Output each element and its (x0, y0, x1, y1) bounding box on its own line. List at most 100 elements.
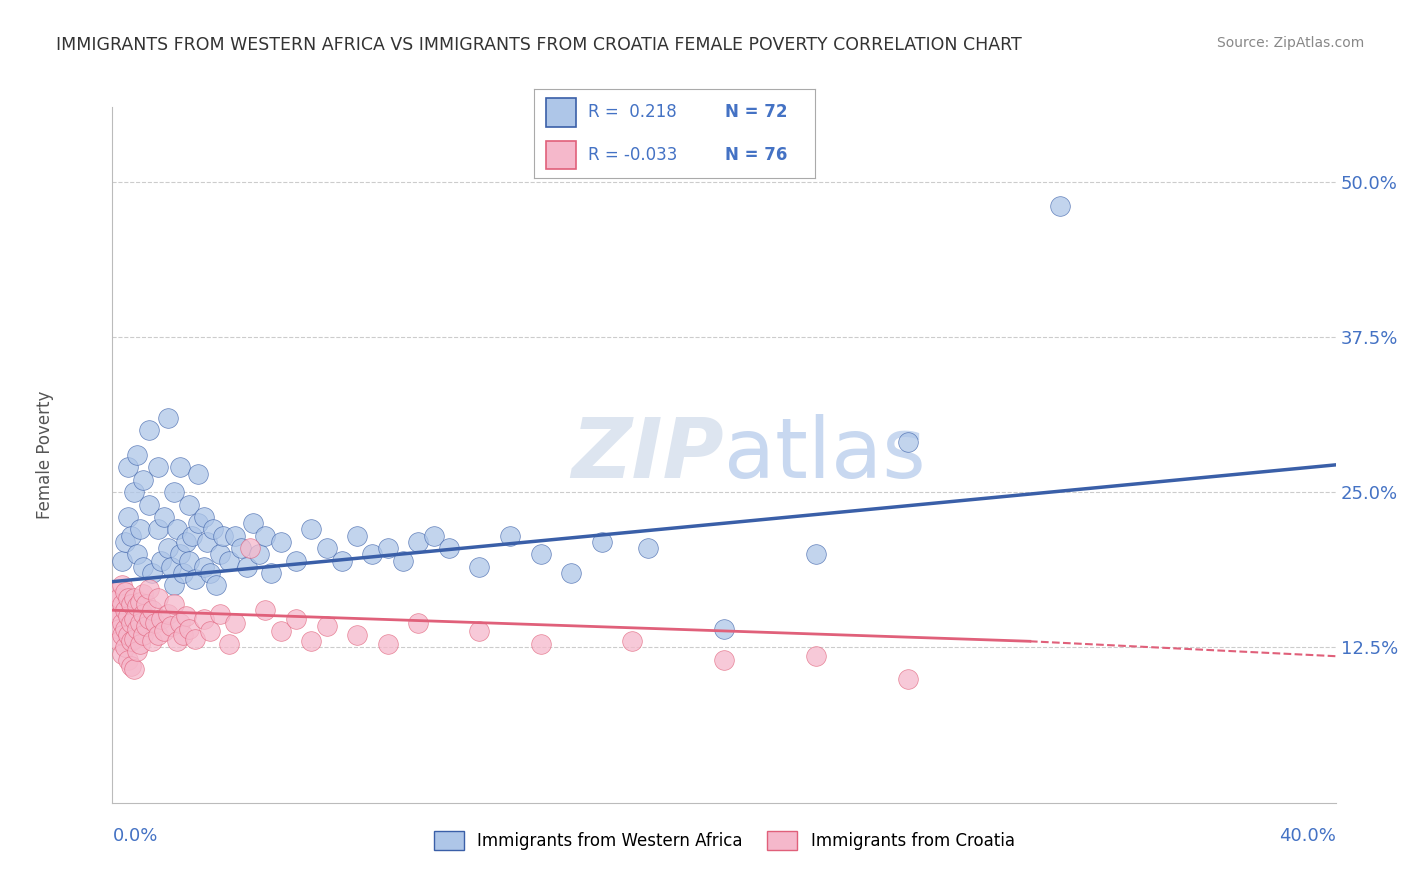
Point (187, 467, 209, 481)
Point (330, 553, 353, 567)
Point (392, 553, 415, 567)
Point (122, 591, 145, 605)
Point (254, 603, 277, 617)
Point (111, 597, 134, 611)
Point (111, 553, 134, 567)
FancyBboxPatch shape (546, 141, 576, 169)
Point (408, 535, 430, 549)
Point (122, 612, 145, 626)
Text: Female Poverty: Female Poverty (37, 391, 55, 519)
Point (437, 541, 460, 555)
Point (804, 547, 827, 561)
Point (184, 632, 207, 646)
FancyBboxPatch shape (546, 98, 576, 127)
Point (468, 624, 491, 639)
Point (195, 535, 218, 549)
Point (135, 597, 157, 611)
Point (169, 547, 191, 561)
Point (193, 510, 215, 524)
Point (184, 572, 207, 586)
Point (1049, 199, 1071, 213)
Point (141, 603, 163, 617)
Point (117, 653, 139, 667)
Point (637, 541, 659, 555)
Point (104, 584, 127, 599)
Text: Source: ZipAtlas.com: Source: ZipAtlas.com (1216, 36, 1364, 50)
Point (346, 529, 368, 543)
Point (804, 649, 827, 664)
Point (150, 612, 173, 626)
Point (247, 547, 270, 561)
Point (499, 529, 522, 543)
Point (135, 619, 157, 633)
Point (122, 662, 145, 676)
Point (114, 584, 136, 599)
Point (129, 523, 152, 537)
Point (117, 628, 139, 642)
Point (200, 566, 222, 580)
Legend: Immigrants from Western Africa, Immigrants from Croatia: Immigrants from Western Africa, Immigran… (427, 824, 1021, 857)
Point (560, 566, 582, 580)
Point (111, 647, 134, 661)
Point (117, 609, 139, 624)
Text: 0.0%: 0.0% (112, 827, 157, 845)
Point (169, 615, 191, 630)
Point (117, 460, 139, 475)
Point (120, 615, 142, 630)
Point (239, 541, 262, 555)
Point (270, 535, 292, 549)
Point (111, 628, 134, 642)
Point (107, 609, 129, 624)
Point (169, 460, 191, 475)
Point (181, 529, 204, 543)
Point (361, 547, 384, 561)
Point (141, 634, 163, 648)
Point (132, 559, 155, 574)
Point (172, 566, 194, 580)
Text: atlas: atlas (724, 415, 925, 495)
Point (114, 622, 136, 636)
Point (114, 640, 136, 655)
Point (299, 523, 322, 537)
Point (468, 559, 491, 574)
Point (120, 529, 142, 543)
Point (125, 599, 148, 614)
Point (159, 559, 181, 574)
Point (205, 578, 228, 592)
Point (150, 553, 173, 567)
Point (530, 547, 553, 561)
Point (166, 523, 188, 537)
Point (193, 559, 215, 574)
Point (143, 615, 166, 630)
Text: R = -0.033: R = -0.033 (588, 146, 678, 164)
Point (242, 516, 264, 531)
Point (129, 615, 152, 630)
Point (107, 634, 129, 648)
Point (377, 541, 399, 555)
Text: ZIP: ZIP (571, 415, 724, 495)
Point (224, 615, 246, 630)
Point (218, 637, 240, 651)
Point (132, 607, 155, 621)
Point (299, 634, 322, 648)
Point (172, 628, 194, 642)
Text: N = 76: N = 76 (725, 146, 787, 164)
Point (148, 523, 170, 537)
Point (156, 410, 179, 425)
Point (148, 591, 170, 605)
Point (153, 510, 176, 524)
Text: N = 72: N = 72 (725, 103, 787, 121)
Point (530, 637, 553, 651)
Point (104, 603, 127, 617)
Point (254, 529, 277, 543)
Point (122, 485, 145, 500)
Point (177, 498, 200, 512)
Point (148, 460, 170, 475)
Point (114, 603, 136, 617)
Point (125, 547, 148, 561)
Point (125, 644, 148, 658)
Point (148, 628, 170, 642)
Point (138, 498, 160, 512)
Point (377, 637, 399, 651)
Point (174, 535, 197, 549)
